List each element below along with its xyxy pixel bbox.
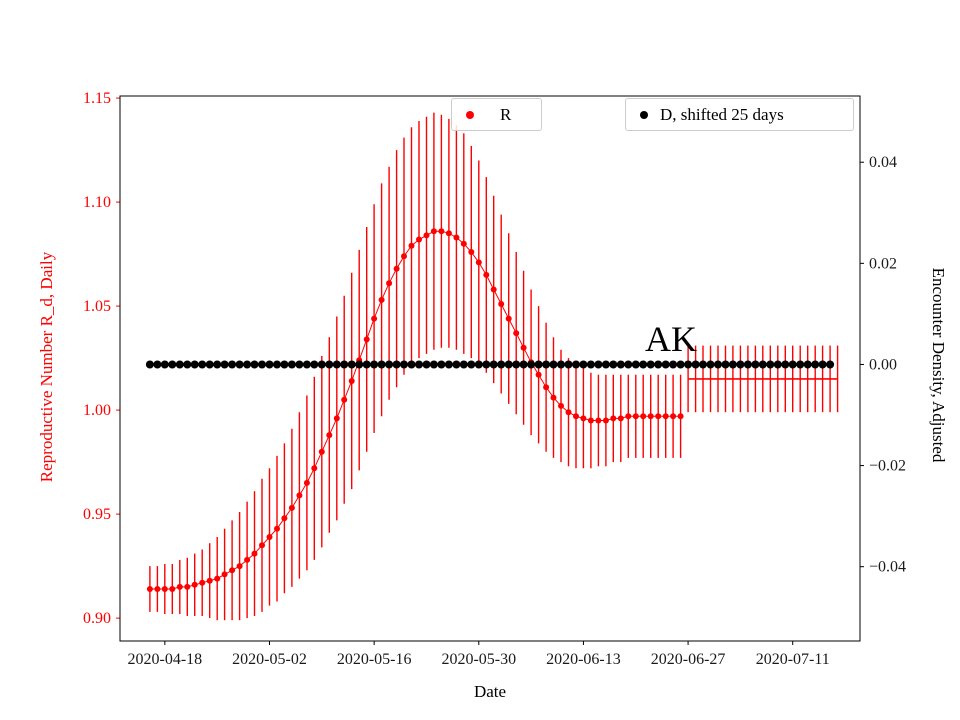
left-axis-label: Reproductive Number R_d, Daily	[37, 251, 56, 483]
svg-text:−0.04: −0.04	[869, 559, 906, 576]
svg-text:2020-06-13: 2020-06-13	[546, 651, 621, 668]
state-annotation: AK	[645, 319, 697, 359]
svg-text:0.90: 0.90	[83, 610, 111, 627]
svg-text:1.00: 1.00	[83, 402, 111, 419]
svg-text:−0.02: −0.02	[869, 458, 906, 475]
svg-text:2020-05-30: 2020-05-30	[441, 651, 516, 668]
x-axis-label: Date	[473, 682, 507, 701]
svg-text:2020-06-27: 2020-06-27	[651, 651, 726, 668]
svg-text:1.15: 1.15	[83, 90, 111, 107]
svg-text:2020-04-18: 2020-04-18	[128, 651, 203, 668]
svg-text:0.02: 0.02	[869, 255, 897, 272]
svg-text:1.10: 1.10	[83, 194, 111, 211]
d-marker-icon	[640, 110, 648, 119]
svg-text:0.00: 0.00	[869, 356, 897, 373]
r-marker-icon	[466, 110, 474, 119]
svg-text:0.04: 0.04	[869, 154, 897, 171]
legend-d-label: D, shifted 25 days	[660, 104, 784, 124]
svg-text:2020-07-11: 2020-07-11	[756, 651, 830, 668]
svg-text:0.95: 0.95	[83, 506, 111, 523]
svg-text:2020-05-02: 2020-05-02	[232, 651, 307, 668]
legend-d: D, shifted 25 days	[625, 98, 854, 131]
right-axis-label: Encounter Density, Adjusted	[929, 267, 948, 463]
legend-r: R	[451, 98, 542, 131]
svg-text:2020-05-16: 2020-05-16	[337, 651, 412, 668]
legend-r-label: R	[500, 104, 512, 124]
svg-text:1.05: 1.05	[83, 298, 111, 315]
